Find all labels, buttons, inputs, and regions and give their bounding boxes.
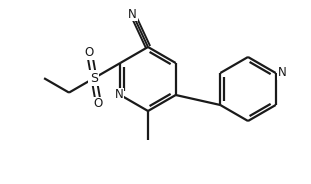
- Text: S: S: [90, 72, 98, 85]
- Text: O: O: [94, 97, 103, 110]
- Text: N: N: [278, 66, 286, 79]
- Text: N: N: [115, 89, 124, 102]
- Text: O: O: [85, 46, 94, 59]
- Text: N: N: [128, 8, 137, 20]
